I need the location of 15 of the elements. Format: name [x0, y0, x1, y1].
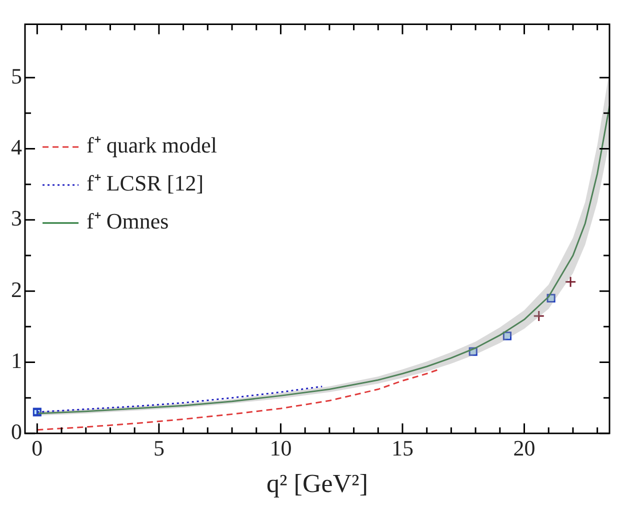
- y-tick-label: 4: [11, 134, 22, 160]
- x-tick-label: 10: [270, 435, 292, 460]
- x-tick-label: 0: [32, 435, 43, 460]
- legend-label: f⁺ quark model: [86, 132, 217, 158]
- legend-label: f⁺ LCSR [12]: [86, 170, 204, 196]
- y-tick-label: 1: [11, 348, 22, 374]
- y-tick-label: 3: [11, 206, 22, 231]
- legend-label: f⁺ Omnes: [86, 208, 169, 234]
- y-tick-label: 2: [11, 276, 22, 302]
- x-tick-label: 5: [153, 435, 164, 460]
- x-axis-title: q² [GeV²]: [266, 469, 368, 498]
- x-tick-label: 20: [513, 435, 536, 460]
- x-tick-label: 15: [391, 435, 414, 460]
- y-tick-label: 0: [11, 419, 22, 444]
- y-tick-label: 5: [11, 63, 22, 88]
